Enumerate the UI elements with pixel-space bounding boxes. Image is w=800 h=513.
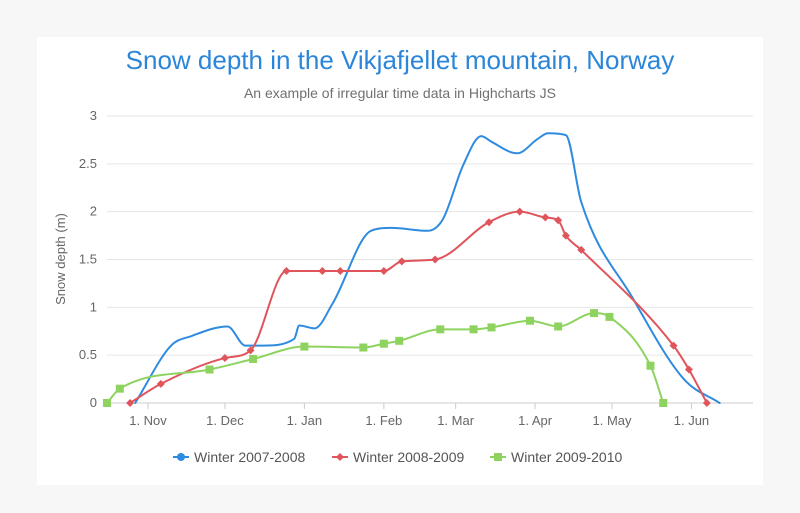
- data-point-marker[interactable]: [577, 245, 586, 254]
- x-tick-label: 1. Jun: [674, 413, 709, 428]
- data-point-marker[interactable]: [126, 399, 135, 407]
- legend[interactable]: Winter 2007-2008 Winter 2008-2009 Winter 2…: [173, 449, 623, 465]
- y-axis-title: Snow depth (m): [53, 213, 68, 305]
- x-tick-label: 1. Dec: [206, 413, 244, 428]
- series-line[interactable]: [134, 132, 721, 404]
- data-point-marker[interactable]: [395, 336, 404, 345]
- data-point-marker[interactable]: [336, 266, 345, 275]
- data-point-marker[interactable]: [554, 216, 563, 225]
- x-tick-label: 1. Jan: [287, 413, 322, 428]
- chart-subtitle: An example of irregular time data in Hig…: [244, 85, 556, 101]
- data-point-marker[interactable]: [103, 399, 111, 407]
- y-axis-ticks: 0 0.5 1 1.5 2 2.5 3: [79, 108, 97, 410]
- legend-label: Winter 2007-2008: [194, 449, 306, 465]
- data-point-marker[interactable]: [469, 325, 478, 334]
- data-point-marker[interactable]: [554, 322, 563, 331]
- data-point-marker[interactable]: [590, 309, 599, 318]
- data-point-marker[interactable]: [669, 341, 678, 350]
- legend-marker-icon: [177, 453, 185, 461]
- x-tick-label: 1. Mar: [437, 413, 475, 428]
- x-tick-label: 1. May: [593, 413, 633, 428]
- legend-label: Winter 2008-2009: [353, 449, 465, 465]
- data-point-marker[interactable]: [379, 266, 388, 275]
- data-point-marker[interactable]: [684, 365, 693, 374]
- data-point-marker[interactable]: [318, 266, 327, 275]
- legend-item[interactable]: Winter 2008-2009: [332, 449, 465, 465]
- series-1: [134, 132, 721, 404]
- data-point-marker[interactable]: [249, 354, 258, 363]
- series-2: [126, 207, 711, 407]
- y-tick-label: 1.5: [79, 252, 97, 267]
- legend-item[interactable]: Winter 2007-2008: [173, 449, 306, 465]
- data-point-marker[interactable]: [205, 365, 214, 374]
- legend-marker-icon: [494, 453, 502, 461]
- data-point-marker[interactable]: [300, 342, 309, 351]
- legend-marker-icon: [336, 453, 344, 461]
- series-lines: [103, 132, 721, 407]
- y-tick-label: 0.5: [79, 347, 97, 362]
- data-point-marker[interactable]: [379, 339, 388, 348]
- data-point-marker[interactable]: [220, 354, 229, 363]
- data-point-marker[interactable]: [359, 343, 368, 352]
- data-point-marker[interactable]: [282, 266, 291, 275]
- data-point-marker[interactable]: [115, 384, 124, 393]
- snow-depth-chart: Snow depth in the Vikjafjellet mountain,…: [53, 45, 753, 465]
- x-axis-ticks: 1. Nov 1. Dec 1. Jan 1. Feb 1. Mar 1. Apr 1. M…: [129, 403, 709, 428]
- x-tick-label: 1. Feb: [365, 413, 402, 428]
- chart-title: Snow depth in the Vikjafjellet mountain,…: [126, 45, 675, 75]
- y-tick-label: 0: [90, 395, 97, 410]
- data-point-marker[interactable]: [605, 312, 614, 321]
- y-tick-label: 1: [90, 299, 97, 314]
- grid-lines: [107, 115, 753, 404]
- data-point-marker[interactable]: [561, 231, 570, 240]
- y-tick-label: 2: [90, 204, 97, 219]
- x-tick-label: 1. Apr: [518, 413, 553, 428]
- data-point-marker[interactable]: [436, 325, 445, 334]
- legend-label: Winter 2009-2010: [511, 449, 623, 465]
- data-point-marker[interactable]: [431, 255, 440, 264]
- legend-item[interactable]: Winter 2009-2010: [490, 449, 623, 465]
- x-tick-label: 1. Nov: [129, 413, 167, 428]
- y-tick-label: 3: [90, 108, 97, 123]
- series-3: [103, 309, 668, 407]
- data-point-marker[interactable]: [525, 316, 534, 325]
- data-point-marker[interactable]: [659, 399, 668, 407]
- y-tick-label: 2.5: [79, 156, 97, 171]
- data-point-marker[interactable]: [487, 323, 496, 332]
- data-point-marker[interactable]: [156, 379, 165, 388]
- data-point-marker[interactable]: [246, 346, 255, 355]
- data-point-marker[interactable]: [702, 399, 711, 407]
- series-line[interactable]: [106, 312, 665, 404]
- data-point-marker[interactable]: [515, 207, 524, 216]
- data-point-marker[interactable]: [484, 218, 493, 227]
- data-point-marker[interactable]: [397, 257, 406, 266]
- data-point-marker[interactable]: [541, 213, 550, 222]
- data-point-marker[interactable]: [646, 361, 655, 370]
- chart-card: Snow depth in the Vikjafjellet mountain,…: [37, 37, 763, 485]
